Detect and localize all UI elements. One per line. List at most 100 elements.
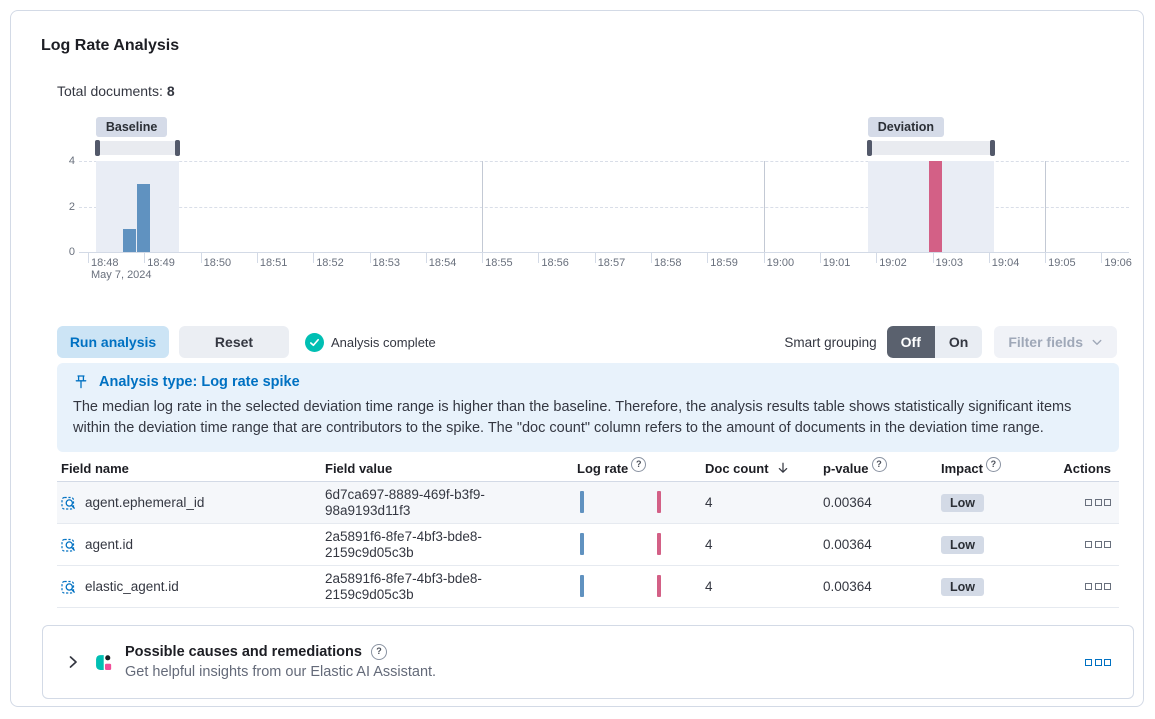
x-axis-tick xyxy=(369,252,371,263)
deviation-mini-bar xyxy=(657,575,661,597)
column-header-doc-count[interactable]: Doc count xyxy=(701,461,819,476)
x-axis-label: 18:49 xyxy=(147,257,175,269)
row-actions-icon[interactable] xyxy=(1085,583,1111,590)
chart-deviation-badge: Deviation xyxy=(867,117,945,137)
total-documents-label: Total documents: xyxy=(57,83,163,99)
field-filter-icon[interactable] xyxy=(61,495,77,511)
deviation-mini-bar xyxy=(657,533,661,555)
x-axis-tick xyxy=(594,252,596,263)
chart-bar xyxy=(136,183,150,252)
help-icon: ? xyxy=(370,644,387,660)
x-axis-tick xyxy=(88,252,89,263)
chevron-down-icon xyxy=(1092,339,1102,345)
field-filter-icon[interactable] xyxy=(61,537,77,553)
impact-badge: Low xyxy=(941,493,984,512)
row-actions-icon[interactable] xyxy=(1085,541,1111,548)
controls-bar: Run analysis Reset Analysis complete Sma… xyxy=(57,326,1117,358)
p-value: 0.00364 xyxy=(823,537,872,552)
baseline-mini-bar xyxy=(580,491,584,513)
x-axis-label: 18:55 xyxy=(485,257,513,269)
log-rate-analysis-panel: Log Rate Analysis Total documents: 8 4 2 0 B… xyxy=(10,10,1144,707)
deviation-mini-bar xyxy=(657,491,661,513)
table-header: Field name Field value Log rate ? Doc co… xyxy=(57,455,1119,482)
x-axis-tick xyxy=(932,252,934,263)
panel-actions-icon[interactable] xyxy=(1085,658,1111,666)
y-axis-label: 4 xyxy=(68,155,75,167)
column-header-field-value[interactable]: Field value xyxy=(325,460,393,476)
doc-count: 4 xyxy=(705,579,713,594)
x-gridline xyxy=(482,161,484,252)
smart-grouping-on-button[interactable]: On xyxy=(934,326,983,358)
x-axis-label: 19:02 xyxy=(879,257,907,269)
help-icon: ? xyxy=(985,456,1001,472)
column-header-p-value[interactable]: p-value ? xyxy=(819,456,937,476)
smart-grouping-label: Smart grouping xyxy=(784,334,877,350)
column-header-actions: Actions xyxy=(1063,460,1111,476)
x-axis-label: 18:53 xyxy=(372,257,401,269)
log-rate-chart: 4 2 0 Baseline Deviation 18:48 May 7, 2024 18:4… xyxy=(51,111,1137,283)
y-axis-label: 2 xyxy=(68,200,75,213)
x-axis-label: 18:50 xyxy=(203,257,232,269)
chart-baseline-badge: Baseline xyxy=(95,117,168,137)
field-name: agent.ephemeral_id xyxy=(85,495,205,510)
smart-grouping-off-button[interactable]: Off xyxy=(886,326,935,358)
x-axis-label: 19:03 xyxy=(935,257,964,269)
y-gridline xyxy=(79,161,1129,162)
x-axis-label: 18:59 xyxy=(710,257,738,269)
x-axis-date-label: May 7, 2024 xyxy=(91,269,152,281)
check-icon xyxy=(305,332,324,352)
x-axis-tick xyxy=(707,252,709,263)
table-row: agent.id 2a5891f6-8fe7-4bf3-bde8-2159c9d… xyxy=(57,524,1119,566)
impact-badge: Low xyxy=(941,577,984,596)
column-header-doc-count-label: Doc count xyxy=(705,460,769,476)
x-axis-label: 18:58 xyxy=(654,257,682,269)
chart-baseline-brush[interactable] xyxy=(94,140,181,156)
p-value: 0.00364 xyxy=(823,579,872,594)
x-axis-tick xyxy=(538,252,540,263)
column-header-log-rate[interactable]: Log rate ? xyxy=(573,456,701,476)
table-row: agent.ephemeral_id 6d7ca697-8889-469f-b3… xyxy=(57,482,1119,524)
baseline-mini-bar xyxy=(580,575,584,597)
y-gridline xyxy=(79,206,1129,208)
chart-deviation-brush[interactable] xyxy=(866,140,996,156)
x-axis-label: 19:05 xyxy=(1048,257,1076,269)
column-header-field-name[interactable]: Field name xyxy=(61,460,129,476)
x-axis-tick xyxy=(425,252,427,263)
column-header-log-rate-label: Log rate xyxy=(577,460,629,476)
total-documents: Total documents: 8 xyxy=(57,83,175,99)
analysis-results-table: Field name Field value Log rate ? Doc co… xyxy=(57,455,1119,608)
log-rate-chart-plot xyxy=(79,161,1129,263)
row-actions-icon[interactable] xyxy=(1085,499,1111,506)
x-axis-label: 19:06 xyxy=(1104,257,1132,269)
x-axis-label: 19:00 xyxy=(766,257,795,269)
reset-button[interactable]: Reset xyxy=(179,326,289,358)
possible-causes-title[interactable]: Possible causes and remediations xyxy=(125,644,362,660)
possible-causes-subtitle: Get helpful insights from our Elastic AI… xyxy=(125,664,437,680)
x-axis-label: 19:01 xyxy=(822,257,851,269)
doc-count: 4 xyxy=(705,537,713,552)
x-axis-label: 18:48 xyxy=(91,257,119,269)
x-axis-tick xyxy=(651,252,652,263)
log-rate-mini-chart xyxy=(573,566,701,607)
field-value: 6d7ca697-8889-469f-b3f9-98a9193d11f3 xyxy=(325,487,485,518)
doc-count: 4 xyxy=(705,495,713,510)
sort-down-icon xyxy=(778,462,787,473)
x-axis-label: 18:51 xyxy=(259,257,288,269)
baseline-mini-bar xyxy=(580,533,584,555)
run-analysis-button[interactable]: Run analysis xyxy=(57,326,169,358)
filter-fields-button[interactable]: Filter fields xyxy=(994,326,1117,358)
column-header-impact[interactable]: Impact ? xyxy=(937,456,1057,476)
x-axis-tick xyxy=(1045,252,1047,263)
x-axis-tick xyxy=(988,252,990,263)
x-axis-tick xyxy=(256,252,258,263)
x-axis-tick xyxy=(819,252,821,263)
chevron-right-icon[interactable] xyxy=(65,654,81,670)
help-icon: ? xyxy=(631,456,647,472)
x-axis-label: 18:57 xyxy=(597,257,626,269)
x-axis-tick xyxy=(144,252,146,263)
log-rate-mini-chart xyxy=(573,524,701,565)
column-header-p-value-label: p-value xyxy=(823,460,869,476)
field-filter-icon[interactable] xyxy=(61,579,77,595)
field-value: 2a5891f6-8fe7-4bf3-bde8-2159c9d05c3b xyxy=(325,529,482,560)
analysis-status-label: Analysis complete xyxy=(331,334,436,350)
